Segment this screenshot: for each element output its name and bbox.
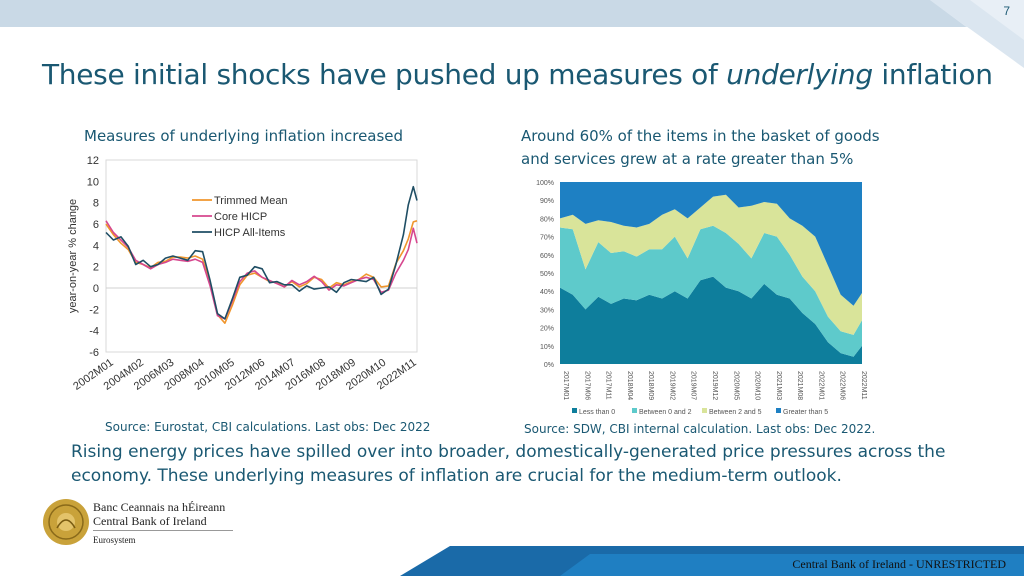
y-tick-label: 70% [540, 235, 554, 242]
x-tick-label: 2018M04 [626, 371, 633, 400]
y-tick-label: -2 [89, 304, 99, 316]
page-number: 7 [1003, 4, 1010, 18]
x-tick-label: 2022M11 [860, 371, 867, 400]
x-tick-label: 2020M05 [732, 371, 739, 400]
title-emphasis: underlying [726, 58, 873, 91]
legend-swatch [572, 408, 577, 413]
underlying-inflation-line-chart: 121086420-2-4-62002M012004M022006M032008… [67, 155, 419, 393]
plot-frame [105, 159, 418, 353]
y-tick-label: 30% [540, 307, 554, 314]
y-tick-label: 50% [540, 271, 554, 278]
y-tick-label: 10% [540, 344, 554, 351]
header-band [0, 0, 1024, 27]
central-bank-seal-logo [43, 499, 89, 545]
x-tick-label: 2020M10 [754, 371, 761, 400]
left-chart-source: Source: Eurostat, CBI calculations. Last… [105, 420, 431, 434]
body-text-line1: Rising energy prices have spilled over i… [71, 442, 946, 462]
y-tick-label: 12 [87, 155, 99, 167]
y-tick-label: 20% [540, 326, 554, 333]
area-band [560, 276, 862, 364]
right-chart-source: Source: SDW, CBI internal calculation. L… [524, 422, 876, 436]
footer-classification: Central Bank of Ireland - UNRESTRICTED [792, 557, 1006, 571]
y-tick-label: 8 [93, 198, 99, 210]
legend-swatch [776, 408, 781, 413]
y-tick-label: -4 [89, 326, 99, 338]
legend-label: Between 0 and 2 [639, 409, 692, 416]
legend-label: Between 2 and 5 [709, 409, 762, 416]
y-tick-label: 40% [540, 289, 554, 296]
left-chart-subtitle: Measures of underlying inflation increas… [84, 127, 404, 145]
logo-text-english: Central Bank of Ireland [93, 514, 207, 528]
y-tick-label: 10 [87, 176, 99, 188]
legend-label: Less than 0 [579, 409, 615, 416]
x-tick-label: 2017M06 [583, 371, 590, 400]
legend-label: Greater than 5 [783, 409, 828, 416]
title-text-end: inflation [881, 58, 993, 91]
x-tick-label: 2019M12 [711, 371, 718, 400]
body-text: Rising energy prices have spilled over i… [71, 440, 971, 488]
legend-label: Core HICP [214, 211, 267, 223]
slide-title: These initial shocks have pushed up meas… [42, 58, 993, 91]
footer-band [400, 546, 1024, 576]
area-band [560, 225, 862, 357]
price-growth-distribution-area-chart: 100% 90% 80% 70% 60% 50% 40% 30% 20% 10% 0% 2017M01… [536, 180, 867, 416]
logo-text-irish: Banc Ceannais na hÉireann [93, 500, 226, 514]
right-chart-subtitle-line1: Around 60% of the items in the basket of… [521, 127, 880, 145]
right-chart-subtitle-line2: and services grew at a rate greater than… [521, 150, 854, 168]
logo-text-eurosystem: Eurosystem [93, 535, 136, 545]
legend-label: HICP All-Items [214, 227, 286, 239]
x-tick-label: 2019M02 [668, 371, 675, 400]
y-tick-label: 0 [93, 283, 99, 295]
x-tick-label: 2017M11 [605, 371, 612, 400]
y-tick-label: -6 [89, 347, 99, 359]
x-tick-label: 2022M01 [817, 371, 824, 400]
area-band [560, 194, 862, 335]
x-tick-label: 2021M03 [775, 371, 782, 400]
y-tick-label: 90% [540, 198, 554, 205]
y-tick-label: 100% [536, 180, 554, 187]
logo-divider [93, 530, 233, 531]
y-tick-label: 0% [544, 362, 554, 369]
area-band [560, 182, 862, 306]
y-tick-label: 4 [93, 240, 99, 252]
y-axis-label: year-on-year % change [67, 199, 79, 313]
legend-swatch [702, 408, 707, 413]
y-tick-label: 80% [540, 216, 554, 223]
legend-label: Trimmed Mean [214, 195, 288, 207]
corner-decoration [930, 0, 1024, 68]
x-tick-label: 2019M07 [690, 371, 697, 400]
x-tick-label: 2021M08 [796, 371, 803, 400]
title-text: These initial shocks have pushed up meas… [42, 58, 718, 91]
x-tick-label: 2018M09 [647, 371, 654, 400]
x-tick-label: 2017M01 [562, 371, 569, 400]
x-tick-label: 2022M06 [839, 371, 846, 400]
legend-swatch [632, 408, 637, 413]
y-tick-label: 60% [540, 253, 554, 260]
series-line [105, 185, 418, 320]
y-tick-label: 6 [93, 219, 99, 231]
body-text-line2: economy. These underlying measures of in… [71, 466, 842, 486]
y-tick-label: 2 [93, 262, 99, 274]
